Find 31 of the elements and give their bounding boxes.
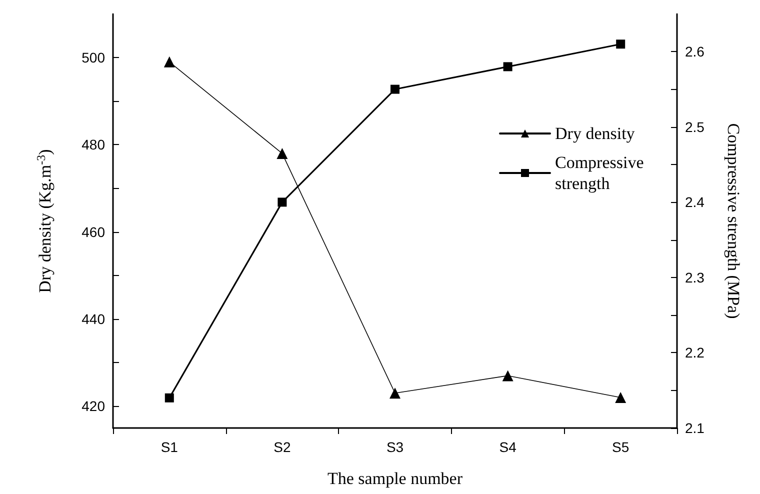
x-tick-label: S5 (612, 439, 630, 455)
point (164, 393, 174, 402)
x-tick-label: S4 (499, 439, 517, 455)
legend-label: Dry density (555, 124, 636, 143)
y2-tick-label: 2.5 (685, 118, 705, 135)
point (390, 84, 400, 94)
y-axis-title: Dry density (Kg.m-3) (34, 149, 54, 293)
y-tick-label: 460 (82, 224, 106, 240)
y-tick-label: 500 (82, 50, 106, 66)
y-tick-label: 420 (82, 398, 106, 414)
point (278, 198, 287, 207)
point (502, 370, 514, 382)
y-tick-label: 480 (82, 136, 106, 153)
y2-tick-label: 2.1 (685, 420, 705, 436)
y2-tick-label: 2.2 (685, 344, 705, 361)
y2-tick-label: 2.6 (685, 44, 705, 60)
point (390, 388, 400, 399)
point (276, 148, 288, 159)
legend-label: Compressive strength (555, 153, 648, 193)
y-tick-label: 440 (82, 311, 106, 328)
point (615, 392, 626, 403)
point (503, 62, 512, 72)
x-tick-label: S1 (160, 439, 178, 455)
point (164, 56, 175, 68)
x-axis-title: The sample number (327, 469, 463, 488)
x-tick-label: S3 (386, 439, 404, 455)
y2-axis-title: Compressive strength (MPa) (724, 123, 743, 319)
x-tick-label: S2 (274, 439, 291, 455)
y2-tick-label: 2.3 (685, 269, 705, 286)
point (616, 40, 626, 49)
y2-tick-label: 2.4 (685, 194, 705, 210)
